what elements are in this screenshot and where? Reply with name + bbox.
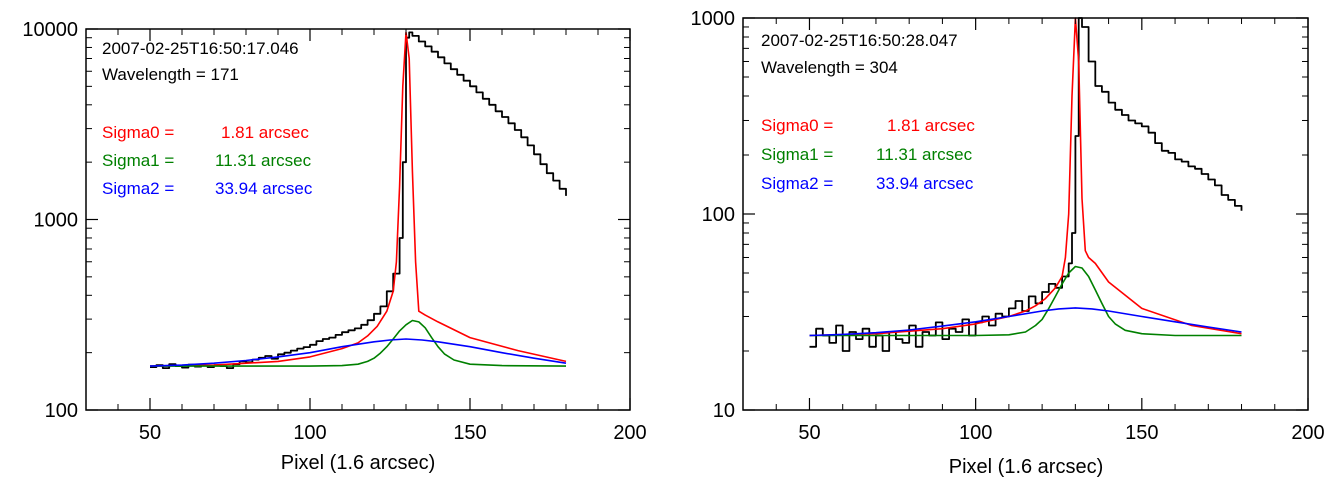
sigma0-value: 1.81 arcsec bbox=[221, 123, 309, 142]
sigma2-label: Sigma2 = bbox=[761, 174, 833, 193]
x-tick-label: 200 bbox=[1291, 422, 1324, 444]
timestamp-annotation: 2007-02-25T16:50:28.047 bbox=[761, 31, 958, 50]
y-tick-label: 100 bbox=[45, 400, 78, 422]
y-tick-label: 10000 bbox=[22, 19, 78, 41]
series-line-data bbox=[809, 17, 1243, 352]
chart-panel-left: 50 100 150 200 100 1000 10000 Pixel (1.6 arcse… bbox=[22, 19, 646, 474]
x-tick-label: 50 bbox=[139, 422, 161, 444]
wavelength-annotation: Wavelength = 171 bbox=[102, 65, 239, 84]
y-tick-label: 1000 bbox=[691, 8, 736, 30]
series-layer bbox=[809, 17, 1243, 352]
timestamp-annotation: 2007-02-25T16:50:17.046 bbox=[102, 39, 299, 58]
sigma2-value: 33.94 arcsec bbox=[215, 179, 313, 198]
sigma1-label: Sigma1 = bbox=[102, 151, 174, 170]
y-tick-label: 10 bbox=[713, 400, 735, 422]
sigma1-value: 11.31 arcsec bbox=[876, 145, 973, 164]
x-tick-label: 200 bbox=[613, 422, 646, 444]
axis-ticks: 50 100 150 200 100 1000 10000 bbox=[22, 19, 646, 444]
chart-panel-right: 50 100 150 200 10 100 1000 Pixel (1.6 arcsec) … bbox=[666, 0, 1332, 497]
x-axis-label: Pixel (1.6 arcsec) bbox=[281, 452, 436, 474]
plot-frame bbox=[85, 28, 631, 411]
series-line-sigma1 bbox=[150, 319, 567, 367]
sigma2-label: Sigma2 = bbox=[102, 179, 174, 198]
y-tick-label: 1000 bbox=[34, 210, 79, 232]
sigma1-label: Sigma1 = bbox=[761, 145, 833, 164]
series-line-sigma1 bbox=[809, 265, 1242, 337]
series-line-sigma0 bbox=[149, 31, 567, 367]
chart-svg-left: 50 100 150 200 100 1000 10000 Pixel (1.6 arcse… bbox=[22, 19, 646, 474]
series-layer bbox=[149, 31, 567, 369]
sigma2-value: 33.94 arcsec bbox=[876, 174, 974, 193]
series-line-sigma2 bbox=[809, 307, 1242, 337]
y-tick-label: 100 bbox=[702, 204, 735, 226]
x-tick-label: 150 bbox=[453, 422, 486, 444]
x-tick-label: 150 bbox=[1125, 422, 1158, 444]
axis-ticks: 50 100 150 200 10 100 1000 bbox=[691, 8, 1325, 444]
x-tick-label: 100 bbox=[959, 422, 992, 444]
sigma0-label: Sigma0 = bbox=[102, 123, 174, 142]
x-tick-label: 50 bbox=[798, 422, 820, 444]
sigma0-value: 1.81 arcsec bbox=[887, 116, 975, 135]
sigma1-value: 11.31 arcsec bbox=[215, 151, 312, 170]
sigma0-label: Sigma0 = bbox=[761, 116, 833, 135]
x-axis-label: Pixel (1.6 arcsec) bbox=[949, 456, 1104, 478]
wavelength-annotation: Wavelength = 304 bbox=[761, 58, 898, 77]
series-line-sigma2 bbox=[149, 338, 567, 367]
x-tick-label: 100 bbox=[293, 422, 326, 444]
